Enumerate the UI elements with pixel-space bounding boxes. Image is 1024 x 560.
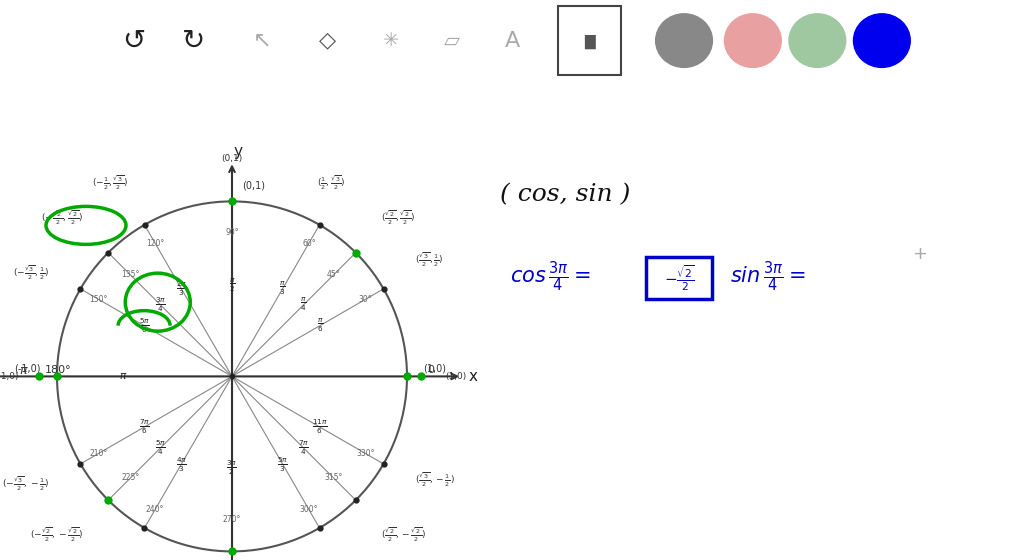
Text: $\frac{7\pi}{4}$: $\frac{7\pi}{4}$ — [298, 439, 309, 458]
Text: 120°: 120° — [145, 239, 164, 248]
Text: $\frac{5\pi}{4}$: $\frac{5\pi}{4}$ — [155, 439, 166, 458]
Text: (0,1): (0,1) — [242, 180, 265, 190]
Text: $\frac{11\pi}{6}$: $\frac{11\pi}{6}$ — [312, 418, 328, 436]
Text: $sin\,\frac{3\pi}{4}=$: $sin\,\frac{3\pi}{4}=$ — [730, 259, 806, 293]
Text: 210°: 210° — [89, 449, 108, 458]
Text: ↺: ↺ — [122, 27, 145, 55]
Text: ◇: ◇ — [318, 31, 336, 50]
Text: $(\frac{\sqrt{2}}{2},\frac{\sqrt{2}}{2})$: $(\frac{\sqrt{2}}{2},\frac{\sqrt{2}}{2})… — [381, 209, 416, 227]
Text: (0,1): (0,1) — [221, 154, 243, 163]
Text: +: + — [912, 245, 928, 263]
Text: (-1,0): (-1,0) — [14, 363, 41, 374]
Text: $\frac{2\pi}{3}$: $\frac{2\pi}{3}$ — [176, 279, 186, 298]
Text: $(-\frac{1}{2},\frac{\sqrt{3}}{2})$: $(-\frac{1}{2},\frac{\sqrt{3}}{2})$ — [92, 173, 128, 192]
Text: (1,0): (1,0) — [423, 363, 446, 374]
Text: $\frac{5\pi}{3}$: $\frac{5\pi}{3}$ — [278, 455, 289, 474]
Text: $\frac{\pi}{6}$: $\frac{\pi}{6}$ — [316, 317, 324, 334]
Text: (1,0): (1,0) — [445, 372, 467, 381]
Text: $cos\,\frac{3\pi}{4}=$: $cos\,\frac{3\pi}{4}=$ — [510, 259, 591, 293]
Text: $\pi$: $\pi$ — [19, 364, 29, 377]
Text: 240°: 240° — [145, 505, 164, 514]
Text: $(\frac{\sqrt{2}}{2},-\frac{\sqrt{2}}{2})$: $(\frac{\sqrt{2}}{2},-\frac{\sqrt{2}}{2}… — [381, 525, 426, 544]
Text: 30°: 30° — [358, 295, 372, 304]
Text: $\frac{\pi}{3}$: $\frac{\pi}{3}$ — [280, 280, 286, 297]
Text: 225°: 225° — [122, 473, 139, 482]
Text: $\frac{3\pi}{4}$: $\frac{3\pi}{4}$ — [155, 296, 166, 314]
Circle shape — [853, 14, 910, 67]
Text: 270°: 270° — [223, 515, 242, 524]
Text: $\frac{\pi}{4}$: $\frac{\pi}{4}$ — [300, 296, 307, 313]
Text: ( cos, sin ): ( cos, sin ) — [500, 183, 631, 206]
Text: y: y — [233, 144, 243, 160]
Text: $(-\frac{\sqrt{2}}{2},\frac{\sqrt{2}}{2})$: $(-\frac{\sqrt{2}}{2},\frac{\sqrt{2}}{2}… — [41, 209, 83, 227]
Text: 315°: 315° — [325, 473, 343, 482]
Text: 330°: 330° — [356, 449, 375, 458]
Text: $(-\frac{\sqrt{3}}{2},\frac{1}{2})$: $(-\frac{\sqrt{3}}{2},\frac{1}{2})$ — [13, 263, 49, 282]
Text: $\frac{4\pi}{3}$: $\frac{4\pi}{3}$ — [176, 455, 186, 474]
Text: A: A — [505, 31, 519, 50]
Text: ↖: ↖ — [253, 31, 271, 50]
Text: $\frac{7\pi}{6}$: $\frac{7\pi}{6}$ — [138, 418, 150, 436]
Text: 135°: 135° — [121, 270, 139, 279]
Text: 150°: 150° — [89, 295, 108, 304]
Text: 90°: 90° — [225, 228, 239, 237]
Text: $\frac{\pi}{2}$: $\frac{\pi}{2}$ — [228, 277, 236, 294]
FancyBboxPatch shape — [646, 258, 712, 300]
Text: $(\frac{\sqrt{3}}{2},\frac{1}{2})$: $(\frac{\sqrt{3}}{2},\frac{1}{2})$ — [415, 250, 443, 269]
Text: █: █ — [584, 35, 595, 49]
Text: $(\frac{\sqrt{3}}{2},-\frac{1}{2})$: $(\frac{\sqrt{3}}{2},-\frac{1}{2})$ — [415, 471, 455, 489]
FancyBboxPatch shape — [558, 7, 622, 74]
Text: $\pi$: $\pi$ — [120, 371, 128, 381]
Text: ▱: ▱ — [443, 31, 460, 50]
Circle shape — [788, 14, 846, 67]
Text: 0: 0 — [427, 365, 434, 375]
Text: ✳: ✳ — [383, 31, 399, 50]
Text: $\frac{3\pi}{2}$: $\frac{3\pi}{2}$ — [226, 458, 238, 477]
Text: 60°: 60° — [302, 239, 315, 248]
Text: 45°: 45° — [327, 270, 340, 279]
Circle shape — [655, 14, 713, 67]
Text: $(\frac{1}{2},\frac{\sqrt{3}}{2})$: $(\frac{1}{2},\frac{\sqrt{3}}{2})$ — [317, 173, 346, 192]
Text: 180°: 180° — [45, 365, 72, 375]
Text: $(-\frac{\sqrt{3}}{2},-\frac{1}{2})$: $(-\frac{\sqrt{3}}{2},-\frac{1}{2})$ — [2, 475, 49, 493]
Text: ↻: ↻ — [182, 27, 206, 55]
Text: $(-\frac{\sqrt{2}}{2},-\frac{\sqrt{2}}{2})$: $(-\frac{\sqrt{2}}{2},-\frac{\sqrt{2}}{2… — [30, 525, 83, 544]
Text: $\frac{5\pi}{6}$: $\frac{5\pi}{6}$ — [138, 316, 150, 335]
Text: x: x — [469, 369, 478, 384]
Text: $-\frac{\sqrt{2}}{2}$: $-\frac{\sqrt{2}}{2}$ — [664, 264, 694, 293]
Text: (-1,0): (-1,0) — [0, 372, 18, 381]
Circle shape — [724, 14, 781, 67]
Text: 300°: 300° — [300, 505, 318, 514]
